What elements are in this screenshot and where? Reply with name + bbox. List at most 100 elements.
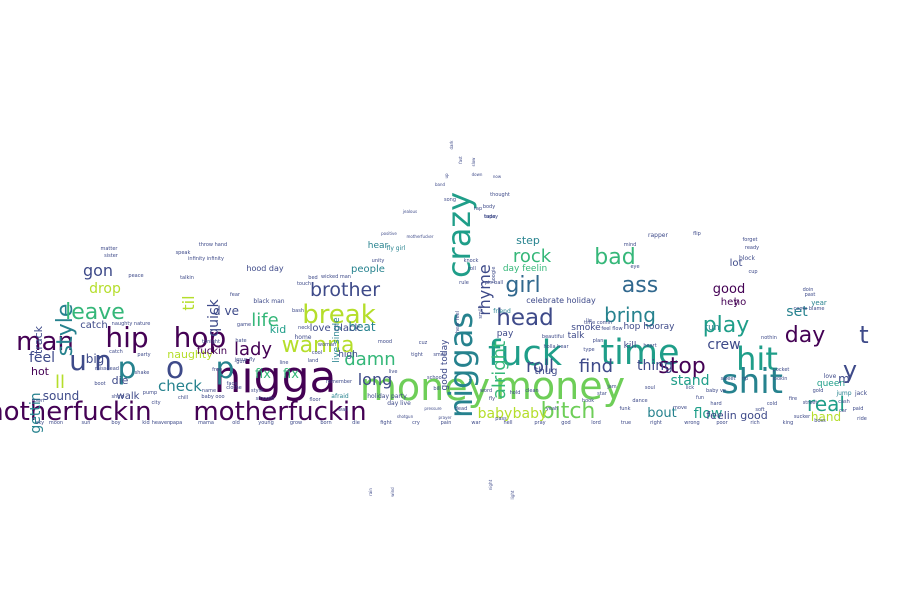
- word-lick: lick: [686, 385, 695, 391]
- word-holiday-party: holiday party: [367, 393, 407, 400]
- word-run: run: [704, 323, 719, 333]
- word-born: born: [320, 420, 331, 426]
- word-chill: chill: [178, 395, 188, 401]
- word-fix: fix: [283, 367, 299, 382]
- word-time-comin: time comin: [584, 320, 612, 326]
- word-come-blame: come blame: [794, 306, 825, 312]
- word-song: song: [444, 197, 456, 203]
- word-money: money: [495, 364, 625, 408]
- word-quick: quick: [206, 298, 222, 336]
- word-kid: kid: [142, 420, 149, 426]
- word-stand: stand: [670, 373, 709, 389]
- word-moon: moon: [49, 420, 63, 426]
- word-doin: doin: [803, 287, 814, 293]
- word-shit: shit: [721, 362, 783, 402]
- word-hate: hate: [235, 338, 246, 344]
- word-jesus-fly: jesus fly: [234, 357, 256, 363]
- word-bash: bash: [292, 308, 304, 314]
- word-ride: ride: [857, 416, 867, 422]
- word-game: game: [237, 322, 251, 328]
- word-thug: thug: [535, 366, 558, 377]
- word-papa: papa: [170, 420, 182, 426]
- word-holla-hear: holla hear: [543, 344, 569, 350]
- word-p: p: [215, 351, 234, 386]
- word-speak: speak: [176, 250, 191, 256]
- word-hear-feel: hear feel: [455, 311, 461, 333]
- word-style: style: [251, 388, 263, 394]
- word-city: city: [151, 400, 160, 406]
- word-slow: slow: [471, 157, 476, 167]
- word-hell: hell: [503, 420, 512, 426]
- word-funk: funk: [620, 406, 631, 412]
- word-band: band: [435, 182, 446, 187]
- word-good: good: [713, 282, 745, 297]
- word-rhyme: rhyme: [475, 264, 494, 315]
- word-prayer: prayer: [438, 415, 451, 420]
- word-hold: hold: [510, 390, 521, 396]
- word-sweet: sweet: [721, 376, 736, 382]
- word-drop: drop: [89, 281, 121, 297]
- word-hip: hip: [105, 321, 148, 354]
- word-baby: baby: [478, 406, 513, 422]
- word-neck: neck: [298, 325, 310, 331]
- word-fly: fly: [489, 396, 495, 402]
- word-tight: tight: [411, 352, 423, 358]
- word-y: y: [843, 356, 857, 384]
- word-fire: fire: [789, 396, 797, 402]
- word-talk: talk: [568, 331, 586, 341]
- word-now: now: [493, 174, 502, 179]
- word-missdead: missdead: [95, 366, 119, 372]
- word-cuz: cuz: [419, 340, 428, 346]
- word-hop-hooray: hop hooray: [623, 322, 675, 332]
- word-face: face: [227, 381, 238, 387]
- word-dead: dead: [455, 406, 468, 412]
- word-word: word: [480, 388, 492, 394]
- word-type: type: [583, 347, 594, 353]
- word-hook: hook: [582, 398, 594, 404]
- word-feel-flow: feel flow: [601, 326, 622, 332]
- word-head: head: [496, 305, 553, 331]
- word-m: m: [838, 372, 850, 386]
- word-brother: brother: [310, 279, 380, 301]
- word-good-today: good today: [440, 339, 450, 391]
- word-clean: clean: [525, 388, 538, 394]
- word-gon: gon: [83, 261, 113, 280]
- word-pocket: pocket: [773, 367, 790, 373]
- word-baby-ve: baby ve: [706, 388, 726, 394]
- word-street: street: [803, 400, 818, 406]
- word-smoke: smoke: [571, 323, 601, 333]
- word-real: real: [807, 392, 845, 416]
- word-grow: grow: [290, 420, 302, 426]
- word-hood-day: hood day: [246, 264, 283, 273]
- word-fix: fix: [255, 367, 271, 382]
- word-catch: catch: [80, 320, 107, 331]
- word-jack: jack: [854, 390, 868, 397]
- word-boy: boy: [111, 420, 120, 426]
- word-stop: stop: [658, 354, 706, 379]
- word-naughty-nature: naughty nature: [112, 321, 151, 327]
- word-hard: hard: [710, 401, 721, 407]
- word-ready: ready: [745, 245, 759, 251]
- word-bitch: bitch: [541, 399, 596, 424]
- word-catch: catch: [109, 349, 123, 355]
- word-town: town: [32, 398, 44, 404]
- word-o: o: [166, 351, 184, 386]
- word-roll: roll: [526, 356, 554, 377]
- word-til: til: [179, 295, 198, 310]
- word-pay: pay: [497, 329, 514, 339]
- word-fly-girl: fly girl: [387, 245, 406, 252]
- word-block: block: [739, 255, 755, 262]
- word-thing: thing: [637, 358, 673, 374]
- word-past: past: [805, 292, 816, 298]
- word-motherfuckin: motherfuckin: [0, 397, 152, 427]
- word-pin-ball: pin ball: [485, 280, 503, 286]
- word-rain: rain: [368, 488, 373, 496]
- word-flow: flow: [694, 406, 723, 422]
- word-jam: jam: [606, 384, 616, 390]
- word-body: body: [483, 204, 495, 210]
- word-fear: fear: [230, 292, 241, 298]
- word-bring: bring: [604, 303, 656, 327]
- word-lady: lady: [234, 339, 272, 360]
- word-war: war: [471, 420, 481, 426]
